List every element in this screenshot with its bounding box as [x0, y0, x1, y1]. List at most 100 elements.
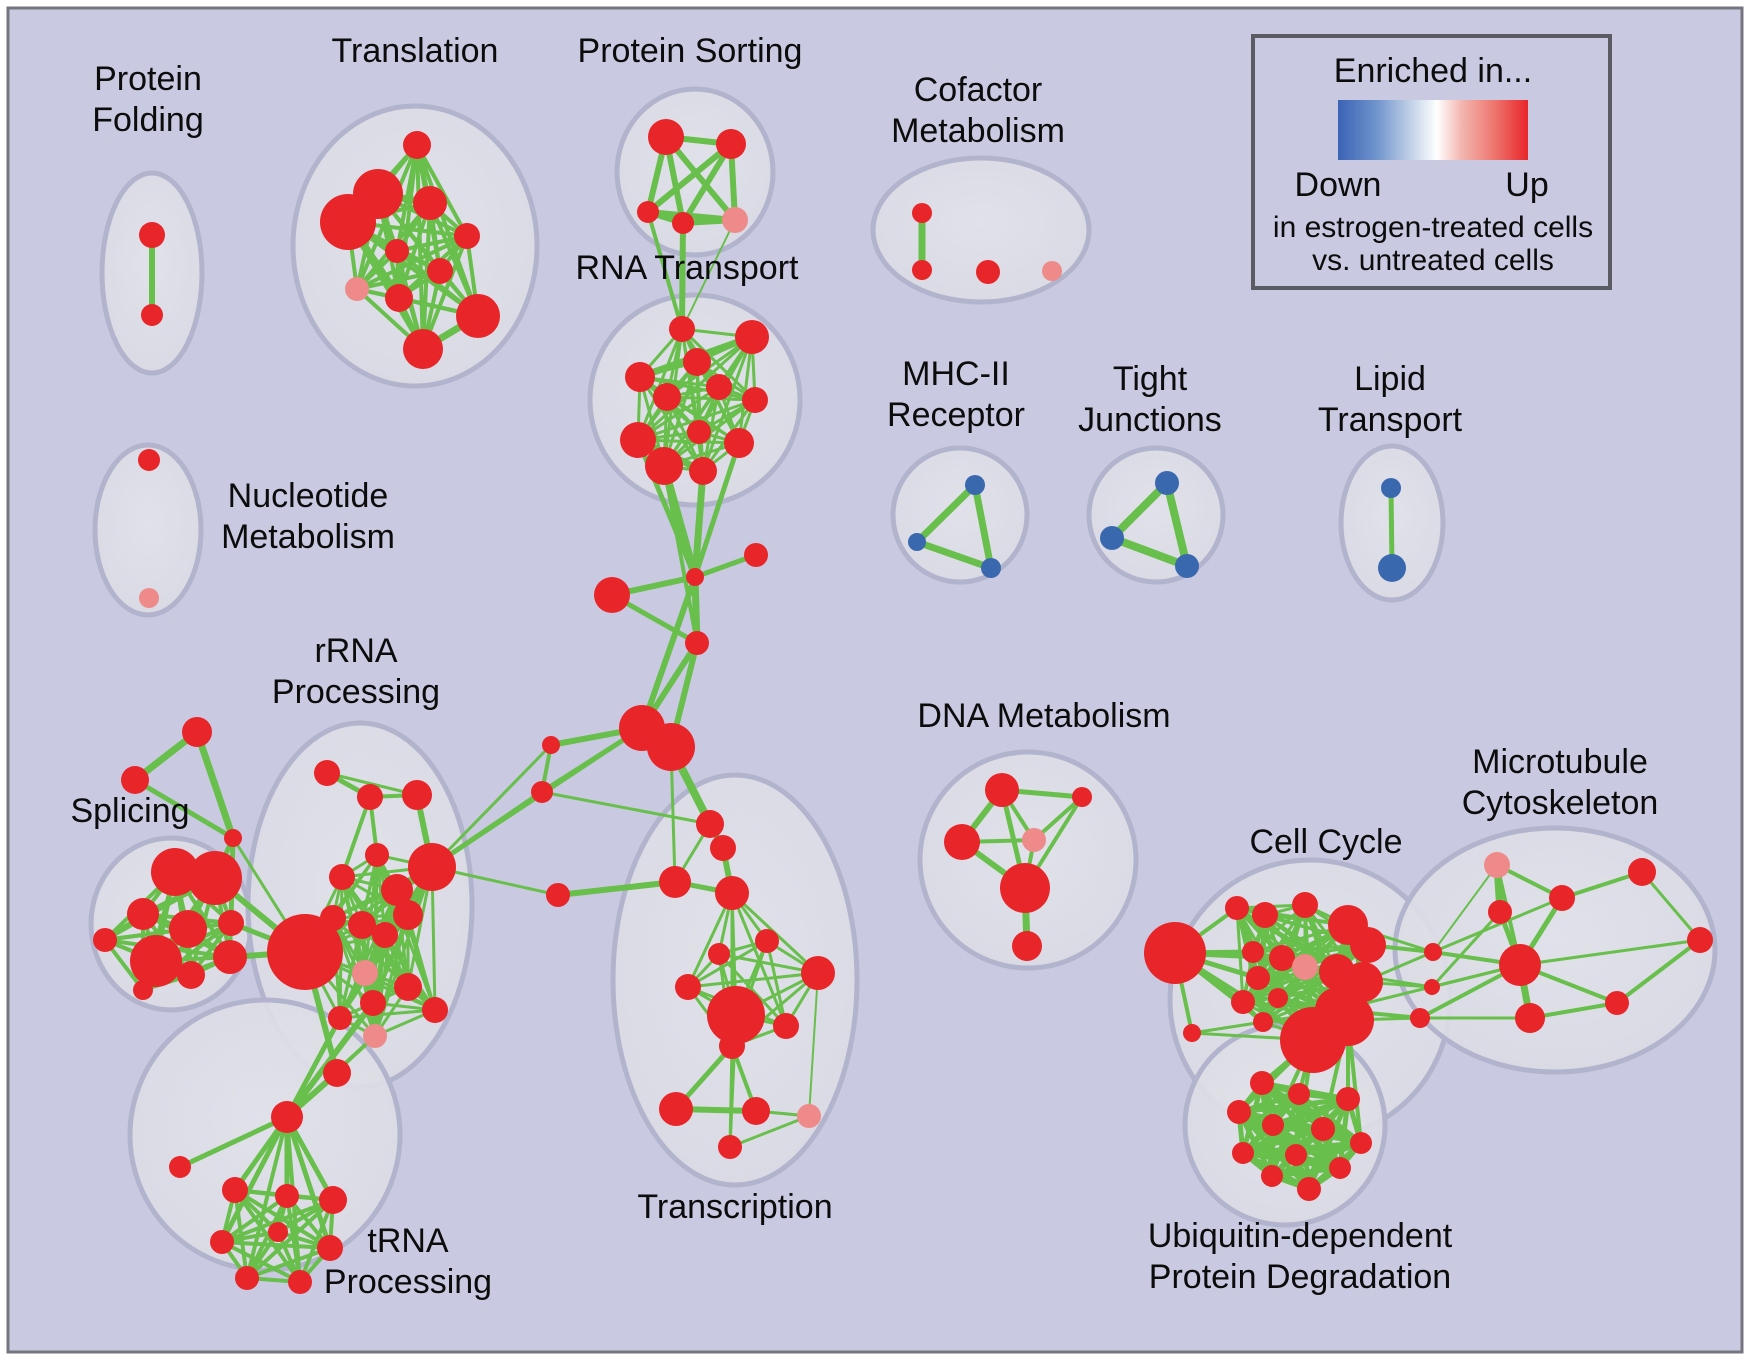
node-m3 [1488, 900, 1512, 924]
edge-a2-a3 [132, 777, 236, 841]
cluster-mhc-ii-receptor-label: MHC-II Receptor [887, 355, 1025, 434]
node-u4 [319, 1186, 347, 1214]
edge-u6-u7 [245, 1246, 332, 1280]
node-T4 [715, 876, 749, 910]
node-g19 [1183, 1024, 1201, 1042]
edge-h1-h2 [913, 481, 979, 546]
edge-m7-m8 [1640, 870, 1702, 942]
node-u5 [210, 1230, 234, 1254]
edge-T4-T9 [686, 891, 734, 989]
cluster-cofactor-metabolism-label: Cofactor Metabolism [891, 71, 1065, 150]
node-c2 [912, 260, 932, 280]
node-v12 [1297, 1177, 1321, 1201]
edge-T7-T15 [808, 972, 819, 1117]
cluster-splicing-label: Splicing [70, 792, 189, 830]
edge-s5-r1 [681, 219, 736, 330]
cluster-mhc-ii-receptor-ellipse [890, 445, 1030, 585]
node-a2 [121, 766, 149, 794]
node-q7 [408, 843, 456, 891]
node-v6 [1311, 1117, 1335, 1141]
cluster-nucleotide-metabolism-ellipse [92, 442, 204, 618]
node-a3 [224, 829, 242, 847]
node-r11 [645, 447, 683, 485]
edge-r12-x1 [691, 467, 707, 581]
node-g14 [1268, 988, 1288, 1008]
node-v3 [1336, 1087, 1360, 1111]
node-q4 [365, 843, 389, 867]
node-T9 [675, 974, 701, 1000]
node-g1 [1144, 922, 1206, 984]
cluster-tight-junctions-label: Tight Junctions [1078, 360, 1222, 439]
cluster-ubiquitin-degradation-label: Ubiquitin-dependent Protein Degradation [1148, 1217, 1453, 1296]
node-T10 [707, 986, 765, 1044]
node-q16 [422, 997, 448, 1023]
node-p1 [151, 848, 199, 896]
node-p2 [188, 851, 242, 905]
node-g4 [1292, 892, 1318, 918]
node-m5 [1515, 1003, 1545, 1033]
node-p6 [130, 935, 182, 987]
node-b2 [1424, 979, 1440, 995]
node-x4 [685, 631, 709, 655]
node-m7 [1628, 858, 1656, 886]
node-j1 [1155, 471, 1179, 495]
edge-r6-r7 [665, 395, 757, 402]
node-p3 [127, 898, 159, 930]
node-t7 [427, 258, 453, 284]
edge-T6-T11 [717, 952, 788, 1028]
edge-r4-r12 [638, 375, 705, 473]
node-m6 [1605, 991, 1629, 1015]
edge-s4-r1 [679, 220, 686, 332]
node-p8 [177, 961, 205, 989]
node-g6 [1350, 927, 1386, 963]
node-t4 [320, 194, 376, 250]
edge-r11-x4 [662, 464, 699, 645]
edge-m1-b1 [1432, 864, 1498, 953]
cluster-tight-junctions-ellipse [1086, 445, 1226, 585]
legend-caption-line2: vs. untreated cells [1312, 244, 1554, 277]
node-s5 [722, 207, 748, 233]
node-r4 [625, 362, 655, 392]
node-j3 [1175, 554, 1199, 578]
edge-u0-q15 [284, 1000, 376, 1120]
node-u2 [222, 1177, 248, 1203]
edge-b1-m2 [1431, 896, 1564, 954]
edge-u0-u6 [284, 1114, 333, 1251]
edge-v6-v8 [1240, 1126, 1326, 1156]
node-r3 [683, 348, 711, 376]
node-T12 [719, 1033, 745, 1059]
node-x6 [647, 723, 695, 771]
node-v9 [1285, 1144, 1307, 1166]
edge-q11-q16 [383, 933, 437, 1012]
node-d4 [1022, 828, 1046, 852]
node-s2 [716, 129, 746, 159]
node-v5 [1262, 1114, 1284, 1136]
node-u6 [317, 1235, 343, 1261]
edge-q6-q17 [338, 888, 399, 1020]
edge-m4-m8 [1518, 938, 1702, 967]
edge-t7-t8 [355, 269, 442, 291]
node-q19 [323, 1059, 351, 1087]
node-c1 [912, 203, 932, 223]
cluster-protein-folding-label: Protein Folding [92, 60, 204, 139]
node-T2 [710, 835, 736, 861]
edge-u4-u8 [298, 1198, 335, 1284]
node-v1 [1250, 1071, 1274, 1095]
edge-m2-m7 [1560, 870, 1644, 900]
edge-u3-u7 [245, 1194, 289, 1280]
cluster-rna-transport-label: RNA Transport [576, 249, 800, 287]
cluster-transcription-label: Transcription [637, 1188, 832, 1226]
legend-gradient-bar [1338, 100, 1528, 160]
node-r8 [687, 420, 711, 444]
edge-v10-v11 [1269, 1165, 1343, 1179]
edge-T16-T15 [728, 1114, 811, 1149]
node-u3 [275, 1184, 299, 1208]
edge-x8-T1 [540, 790, 712, 826]
edge-s2-s4 [680, 141, 734, 226]
edge-s3-r1 [646, 210, 684, 331]
node-r5 [706, 374, 732, 400]
node-j2 [1100, 526, 1124, 550]
node-d2 [1072, 787, 1092, 807]
node-T6 [708, 943, 730, 965]
node-q18 [363, 1024, 387, 1048]
